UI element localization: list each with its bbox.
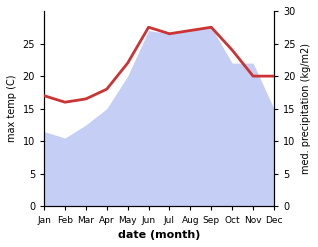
X-axis label: date (month): date (month) — [118, 230, 200, 240]
Y-axis label: max temp (C): max temp (C) — [7, 75, 17, 143]
Y-axis label: med. precipitation (kg/m2): med. precipitation (kg/m2) — [301, 43, 311, 174]
